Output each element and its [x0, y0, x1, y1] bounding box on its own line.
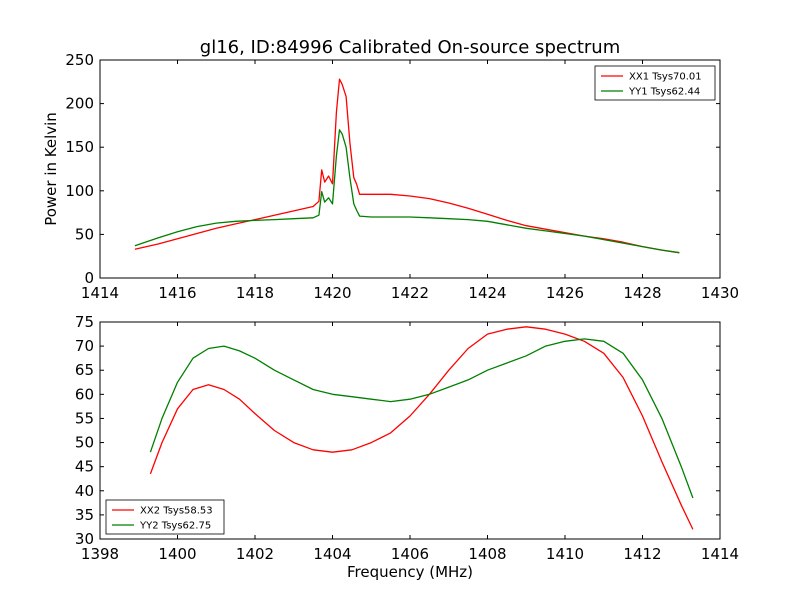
- x-tick-label: 1404: [313, 545, 351, 563]
- series-line-1: [134, 78, 680, 254]
- y-tick-label: 60: [75, 385, 94, 403]
- chart-title: gl16, ID:84996 Calibrated On-source spec…: [200, 37, 620, 58]
- legend-label-1: XX1 Tsys70.01: [629, 72, 702, 83]
- x-tick-label: 1416: [158, 284, 196, 302]
- series-line-2: [134, 129, 680, 254]
- y-axis-label: Power in Kelvin: [42, 112, 60, 226]
- y-tick-label: 45: [75, 458, 94, 476]
- x-tick-label: 1402: [236, 545, 274, 563]
- legend-label-2: YY1 Tsys62.44: [628, 87, 700, 98]
- legend: XX2 Tsys58.53 YY2 Tsys62.75: [105, 499, 225, 535]
- y-tick-label: 35: [75, 506, 94, 524]
- x-tick-label: 1418: [236, 284, 274, 302]
- x-tick-label: 1398: [81, 545, 119, 563]
- y-tick-label: 100: [65, 182, 94, 200]
- x-tick-label: 1412: [623, 545, 661, 563]
- legend-label-2: YY2 Tsys62.75: [139, 521, 211, 532]
- x-tick-label: 1430: [701, 284, 739, 302]
- top-chart: gl16, ID:84996 Calibrated On-source spec…: [42, 37, 739, 302]
- x-tick-label: 1420: [313, 284, 351, 302]
- x-tick-label: 1422: [391, 284, 429, 302]
- x-tick-label: 1406: [391, 545, 429, 563]
- x-tick-label: 1400: [158, 545, 196, 563]
- y-tick-label: 50: [75, 225, 94, 243]
- legend-box: [594, 65, 716, 101]
- bottom-plot-area: 1398 1400 1402 1404 1406 1408 1410 1412 1414 30 35…: [75, 313, 739, 563]
- bottom-chart: Frequency (MHz) 1398 1400 1402 1404 1406 1408…: [75, 313, 739, 581]
- x-tick-label: 1414: [701, 545, 739, 563]
- y-tick-label: 75: [75, 313, 94, 331]
- series-line-2: [149, 338, 694, 499]
- y-tick-label: 0: [84, 269, 94, 287]
- legend-label-1: XX2 Tsys58.53: [140, 506, 213, 517]
- x-tick-label: 1414: [81, 284, 119, 302]
- y-tick-label: 150: [65, 138, 94, 156]
- y-tick-label: 55: [75, 409, 94, 427]
- series-line-1: [149, 326, 694, 530]
- x-tick-label: 1408: [468, 545, 506, 563]
- y-tick-label: 50: [75, 434, 94, 452]
- y-tick-label: 30: [75, 530, 94, 548]
- top-plot-area: 1414 1416 1418 1420 1422 1424 1426 1428 1430 0 50 1…: [65, 51, 739, 302]
- y-tick-label: 70: [75, 337, 94, 355]
- x-tick-label: 1410: [546, 545, 584, 563]
- x-tick-label: 1426: [546, 284, 584, 302]
- x-tick-label: 1428: [623, 284, 661, 302]
- x-tick-label: 1424: [468, 284, 506, 302]
- legend-box: [105, 499, 225, 535]
- y-tick-label: 200: [65, 95, 94, 113]
- y-tick-label: 65: [75, 361, 94, 379]
- y-tick-label: 40: [75, 482, 94, 500]
- x-axis-label: Frequency (MHz): [347, 563, 473, 581]
- legend: XX1 Tsys70.01 YY1 Tsys62.44: [594, 65, 716, 101]
- y-tick-label: 250: [65, 51, 94, 69]
